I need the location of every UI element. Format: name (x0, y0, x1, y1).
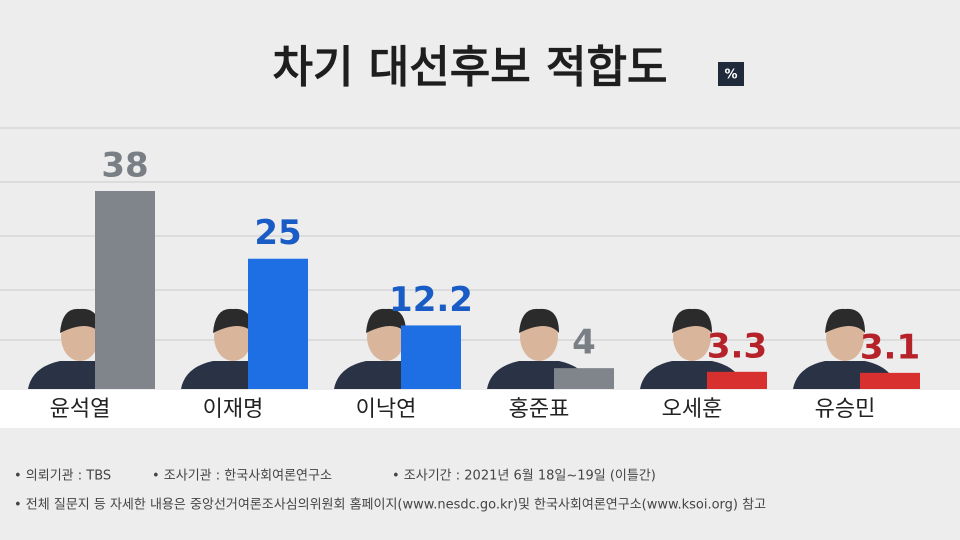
portrait-hair (519, 308, 559, 333)
x-tick-label: 윤석열 (50, 397, 111, 422)
portrait-hair (825, 308, 865, 333)
data-label: 12.2 (389, 280, 473, 320)
data-label: 3.1 (860, 327, 920, 367)
decor-lines (0, 127, 960, 341)
x-tick-label: 이재명 (203, 397, 264, 422)
bar (401, 325, 461, 389)
bar (95, 191, 155, 389)
portrait-hair (672, 308, 712, 333)
unit-badge (718, 62, 744, 86)
portrait-hair (60, 308, 100, 333)
data-label: 4 (572, 323, 596, 363)
x-tick-label: 유승민 (815, 397, 876, 422)
bar (248, 258, 308, 389)
data-label: 3.3 (707, 326, 767, 366)
label-band (0, 390, 960, 428)
chart-title: 차기 대선후보 적합도 (273, 42, 668, 93)
bar (707, 371, 767, 389)
x-tick-label: 이낙연 (356, 397, 417, 422)
plot: 38 윤석열 25 이재명 12.2 이낙연 4 홍준표 3.3 오세훈 3.1 유승민 (28, 146, 920, 422)
bar (860, 372, 920, 389)
portrait-hair (213, 308, 253, 333)
data-label: 38 (101, 146, 148, 186)
note: • 조사기관 : 한국사회여론연구소 (152, 469, 332, 484)
note: • 전체 질문지 등 자세한 내용은 중앙선거여론조사심의위원회 홈페이지(ww… (14, 498, 766, 513)
portrait-hair (366, 308, 406, 333)
note: • 조사기간 : 2021년 6월 18일~19일 (이틀간) (392, 469, 656, 484)
bar (554, 368, 614, 389)
x-tick-label: 홍준표 (509, 397, 570, 422)
note: • 의뢰기관 : TBS (14, 469, 111, 484)
unit: % (724, 68, 737, 83)
x-tick-label: 오세훈 (662, 397, 723, 422)
data-label: 25 (254, 213, 301, 253)
